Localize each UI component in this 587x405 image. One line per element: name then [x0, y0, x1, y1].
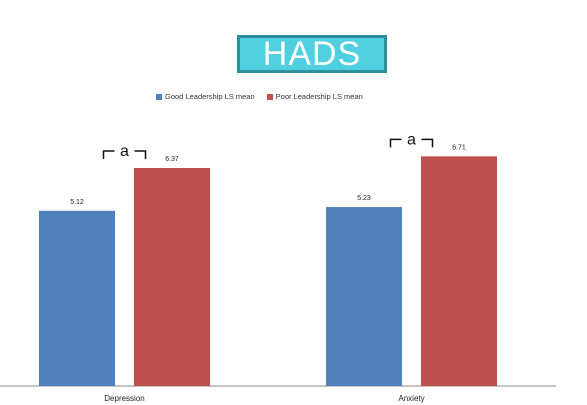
- legend-item-poor: Poor Leadership LS mean: [266, 92, 363, 101]
- chart-title: HADS: [262, 35, 362, 73]
- legend-label-good: Good Leadership LS mean: [165, 92, 255, 101]
- legend-label-poor: Poor Leadership LS mean: [275, 92, 363, 101]
- significance-label-anxiety: a: [407, 131, 416, 148]
- significance-bracket-left-depression: [102, 150, 115, 159]
- bar-anxiety-good: [326, 207, 402, 386]
- significance-bracket-left-anxiety: [389, 138, 402, 148]
- x-tick-anxiety: Anxiety: [398, 394, 424, 403]
- data-label-depression-poor: 6.37: [165, 156, 179, 163]
- chart-title-box: HADS: [237, 35, 387, 73]
- bar-anxiety-poor: [421, 156, 497, 386]
- bar-depression-good: [39, 210, 115, 386]
- bar-depression-poor: [134, 168, 210, 386]
- data-label-anxiety-poor: 6.71: [452, 144, 466, 151]
- x-tick-depression: Depression: [104, 394, 144, 403]
- significance-label-depression: a: [120, 143, 129, 160]
- legend-swatch-poor: [266, 93, 273, 100]
- data-label-anxiety-good: 5.23: [357, 195, 371, 202]
- legend: Good Leadership LS mean Poor Leadership …: [156, 92, 363, 101]
- significance-bracket-right-anxiety: [421, 138, 434, 148]
- legend-swatch-good: [156, 93, 162, 100]
- legend-item-good: Good Leadership LS mean: [156, 92, 255, 101]
- data-label-depression-good: 5.12: [70, 199, 84, 206]
- significance-bracket-right-depression: [134, 150, 147, 159]
